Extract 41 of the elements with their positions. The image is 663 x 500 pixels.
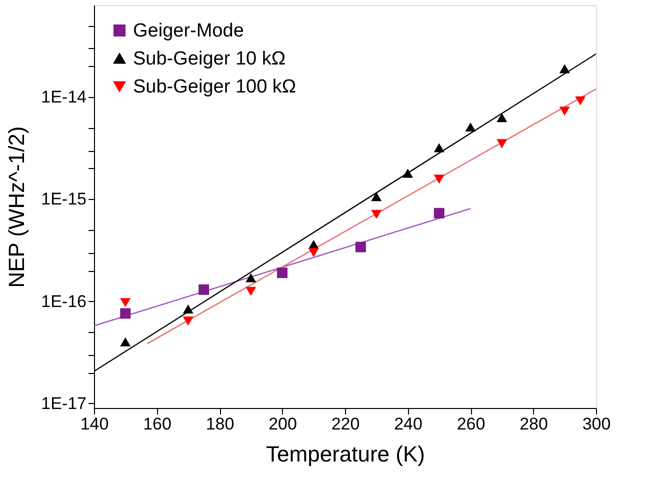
point	[371, 192, 382, 202]
x-tick-label: 160	[143, 414, 172, 434]
point	[496, 139, 508, 148]
x-axis-title: Temperature (K)	[266, 442, 425, 466]
point	[465, 122, 476, 132]
point	[246, 286, 256, 296]
point	[575, 96, 586, 106]
point	[120, 308, 131, 319]
x-tick-label: 260	[456, 414, 486, 434]
point	[559, 106, 570, 116]
y-tick-label: 1E-14	[41, 88, 86, 107]
point	[198, 284, 210, 295]
x-tick-label: 220	[331, 414, 360, 434]
legend-label: Geiger-Mode	[133, 20, 244, 42]
x-tick-label: 240	[394, 414, 422, 434]
point	[182, 304, 194, 314]
point	[120, 298, 131, 308]
point	[434, 208, 444, 218]
legend-label: Sub-Geiger 10 kΩ	[133, 48, 286, 70]
point	[434, 174, 444, 184]
x-tick-label: 300	[582, 414, 611, 434]
point	[120, 337, 131, 346]
point	[355, 242, 366, 252]
point	[182, 316, 194, 326]
x-tick-label: 200	[268, 414, 297, 434]
point	[308, 248, 319, 258]
point	[402, 168, 413, 178]
point	[246, 273, 256, 282]
point	[371, 210, 382, 219]
point	[277, 268, 288, 278]
point	[559, 64, 570, 74]
y-axis-title: NEP (WHz^-1/2)	[4, 126, 30, 288]
x-tick-label: 180	[206, 414, 234, 434]
legend-label: Sub-Geiger 100 kΩ	[133, 76, 296, 98]
x-tick-label: 280	[520, 414, 548, 434]
y-tick-label: 1E-17	[41, 394, 86, 413]
point	[434, 143, 444, 152]
y-tick-label: 1E-16	[41, 292, 86, 311]
y-tick-label: 1E-15	[41, 190, 86, 209]
point	[496, 113, 508, 122]
x-tick-label: 140	[80, 414, 109, 434]
